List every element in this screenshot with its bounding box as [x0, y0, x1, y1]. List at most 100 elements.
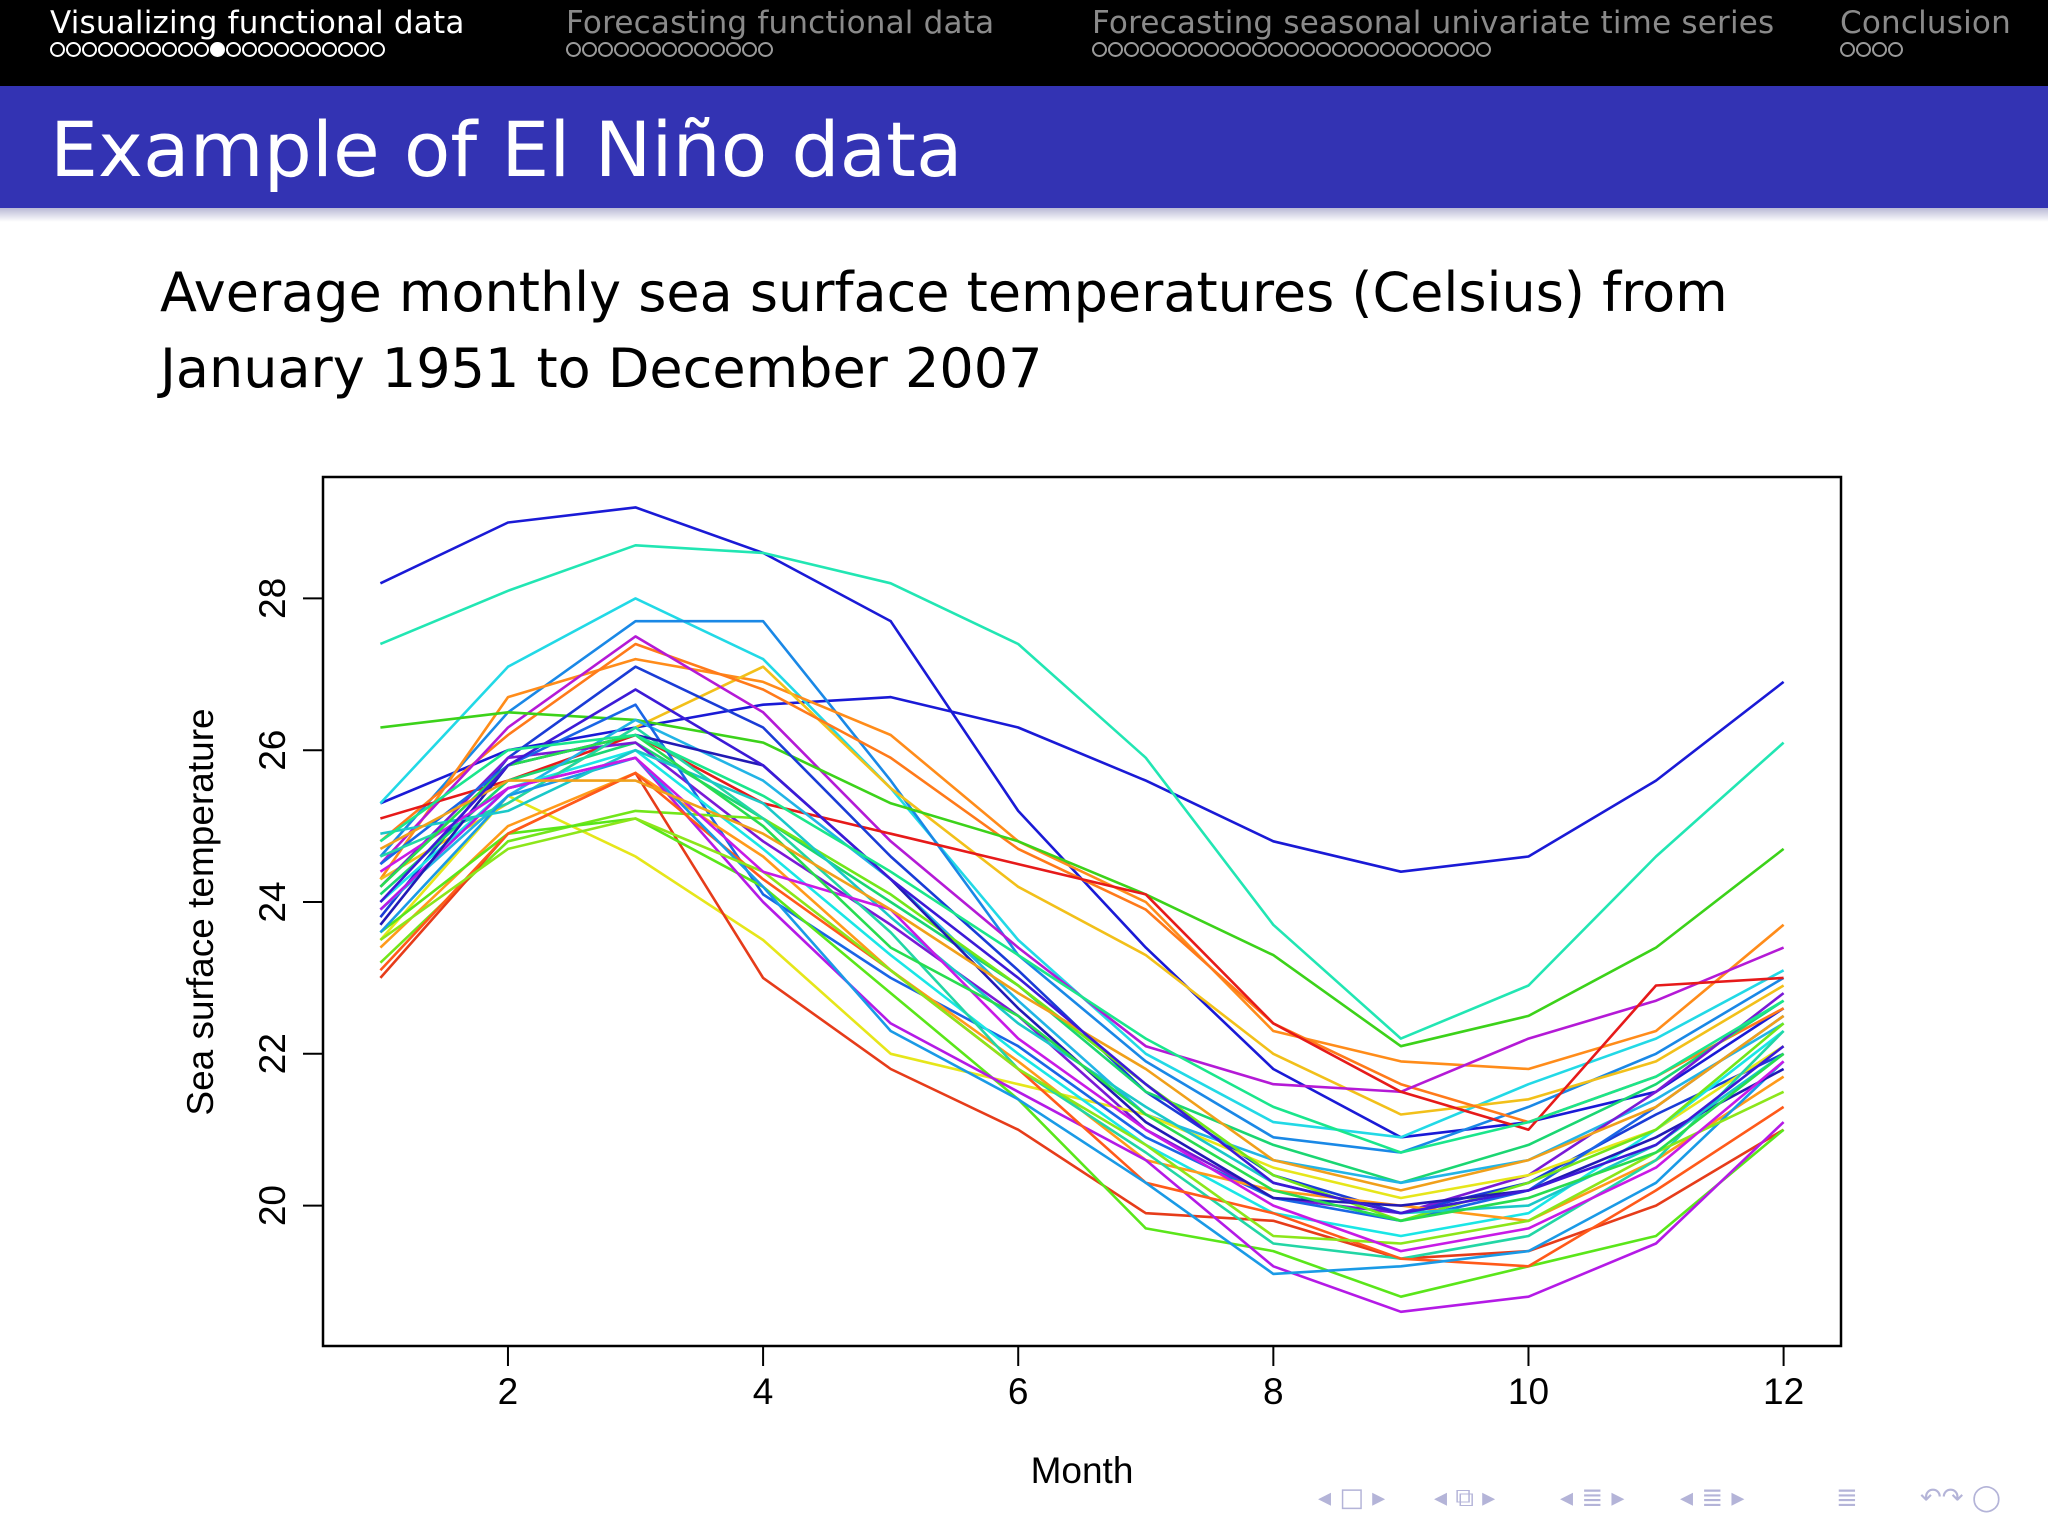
nav-frame-dot[interactable] — [194, 42, 209, 57]
series-line-15 — [379, 741, 1785, 1215]
beamer-document-nav-icon[interactable]: ◂ ≣ ▸ — [1680, 1483, 1745, 1513]
series-lines — [379, 506, 1785, 1314]
nav-frame-dot[interactable] — [1428, 42, 1443, 57]
nav-section-conclusion[interactable]: Conclusion — [1840, 4, 2011, 66]
nav-frame-dot[interactable] — [146, 42, 161, 57]
beamer-subsection-nav-icon[interactable]: ◂ ⧉ ▸ — [1434, 1483, 1496, 1513]
y-tick-label: 20 — [252, 1185, 293, 1226]
y-tick-label: 26 — [252, 730, 293, 771]
nav-frame-dot[interactable] — [338, 42, 353, 57]
nav-frame-dot[interactable] — [1476, 42, 1491, 57]
beamer-frame-nav-icon[interactable]: ◂ □ ▸ — [1318, 1483, 1386, 1513]
nav-frame-dot[interactable] — [758, 42, 773, 57]
nav-frame-dot[interactable] — [66, 42, 81, 57]
nav-frame-dot[interactable] — [210, 42, 225, 57]
nav-frame-dot[interactable] — [1888, 42, 1903, 57]
x-tick-label: 10 — [1508, 1371, 1549, 1412]
nav-frame-dot[interactable] — [1332, 42, 1347, 57]
nav-section-forecasting-functional[interactable]: Forecasting functional data — [566, 4, 994, 66]
series-line-19 — [379, 809, 1785, 1223]
nav-frame-dot[interactable] — [1156, 42, 1171, 57]
nav-frame-dot[interactable] — [242, 42, 257, 57]
nav-frame-dot[interactable] — [274, 42, 289, 57]
nav-frame-dot[interactable] — [1140, 42, 1155, 57]
nav-frame-dot[interactable] — [582, 42, 597, 57]
nav-section-forecasting-seasonal[interactable]: Forecasting seasonal univariate time ser… — [1092, 4, 1774, 66]
nav-frame-dot[interactable] — [1460, 42, 1475, 57]
frame-title: Example of El Niño data — [50, 105, 963, 194]
nav-frame-dot[interactable] — [710, 42, 725, 57]
nav-frame-dot[interactable] — [1380, 42, 1395, 57]
nav-frame-dot[interactable] — [1284, 42, 1299, 57]
series-line-32 — [379, 779, 1785, 1192]
nav-frame-dot[interactable] — [1856, 42, 1871, 57]
nav-frame-dot[interactable] — [258, 42, 273, 57]
nav-frame-dot[interactable] — [290, 42, 305, 57]
nav-frame-dot[interactable] — [678, 42, 693, 57]
nav-section-label: Forecasting functional data — [566, 5, 995, 41]
nav-frame-dot[interactable] — [630, 42, 645, 57]
nav-frame-dot[interactable] — [742, 42, 757, 57]
series-line-3 — [379, 543, 1785, 1040]
series-line-7 — [379, 665, 1785, 1116]
nav-frame-dot[interactable] — [726, 42, 741, 57]
nav-frame-dot[interactable] — [1108, 42, 1123, 57]
series-line-33 — [379, 688, 1785, 1215]
nav-frame-dot[interactable] — [1092, 42, 1107, 57]
beamer-appendix-icon[interactable]: ≣ — [1836, 1483, 1858, 1513]
series-line-29 — [380, 748, 1785, 1215]
nav-frame-dot[interactable] — [50, 42, 65, 57]
nav-frame-dot[interactable] — [1300, 42, 1315, 57]
slide-description: Average monthly sea surface temperatures… — [160, 261, 1728, 400]
nav-frame-dot[interactable] — [130, 42, 145, 57]
nav-frame-dot[interactable] — [1188, 42, 1203, 57]
nav-frame-dot[interactable] — [1124, 42, 1139, 57]
beamer-section-nav-icon[interactable]: ◂ ≣ ▸ — [1560, 1483, 1625, 1513]
series-line-14 — [379, 718, 1785, 1185]
nav-frame-dot[interactable] — [98, 42, 113, 57]
nav-frame-dot[interactable] — [1268, 42, 1283, 57]
nav-frame-dot[interactable] — [1204, 42, 1219, 57]
nav-frame-dot[interactable] — [1172, 42, 1187, 57]
nav-frame-dot[interactable] — [1236, 42, 1251, 57]
nav-frame-dot[interactable] — [306, 42, 321, 57]
nav-frame-dot[interactable] — [1364, 42, 1379, 57]
series-line-9 — [379, 635, 1785, 1094]
y-tick-label: 28 — [252, 578, 293, 619]
nav-frame-dot[interactable] — [1412, 42, 1427, 57]
nav-frame-dot[interactable] — [1444, 42, 1459, 57]
nav-frame-dot[interactable] — [354, 42, 369, 57]
nav-frame-dot[interactable] — [114, 42, 129, 57]
x-axis-label: Month — [1031, 1450, 1134, 1491]
nav-frame-dot[interactable] — [614, 42, 629, 57]
nav-frame-dot[interactable] — [646, 42, 661, 57]
series-line-23 — [379, 817, 1785, 1298]
series-line-34 — [379, 733, 1785, 1154]
nav-frame-dot[interactable] — [1348, 42, 1363, 57]
nav-frame-dot[interactable] — [1252, 42, 1267, 57]
nav-frame-dot[interactable] — [662, 42, 677, 57]
nav-section-dots — [566, 42, 994, 66]
nav-frame-dot[interactable] — [178, 42, 193, 57]
nav-frame-dot[interactable] — [1316, 42, 1331, 57]
nav-frame-dot[interactable] — [322, 42, 337, 57]
series-line-31 — [379, 733, 1785, 1223]
nav-section-label: Visualizing functional data — [50, 5, 465, 41]
series-line-25 — [379, 771, 1785, 1268]
nav-frame-dot[interactable] — [82, 42, 97, 57]
nav-frame-dot[interactable] — [566, 42, 581, 57]
nav-frame-dot[interactable] — [694, 42, 709, 57]
nav-section-visualizing[interactable]: Visualizing functional data — [50, 4, 465, 66]
beamer-search-back-forward-icon[interactable]: ↶↷ ◯ — [1920, 1483, 2001, 1513]
nav-frame-dot[interactable] — [162, 42, 177, 57]
nav-frame-dot[interactable] — [1872, 42, 1887, 57]
nav-frame-dot[interactable] — [1840, 42, 1855, 57]
nav-frame-dot[interactable] — [370, 42, 385, 57]
nav-frame-dot[interactable] — [1396, 42, 1411, 57]
nav-frame-dot[interactable] — [598, 42, 613, 57]
nav-frame-dot[interactable] — [226, 42, 241, 57]
nav-section-dots — [1092, 42, 1774, 66]
nav-frame-dot[interactable] — [1220, 42, 1235, 57]
nav-section-dots — [1840, 42, 2011, 66]
